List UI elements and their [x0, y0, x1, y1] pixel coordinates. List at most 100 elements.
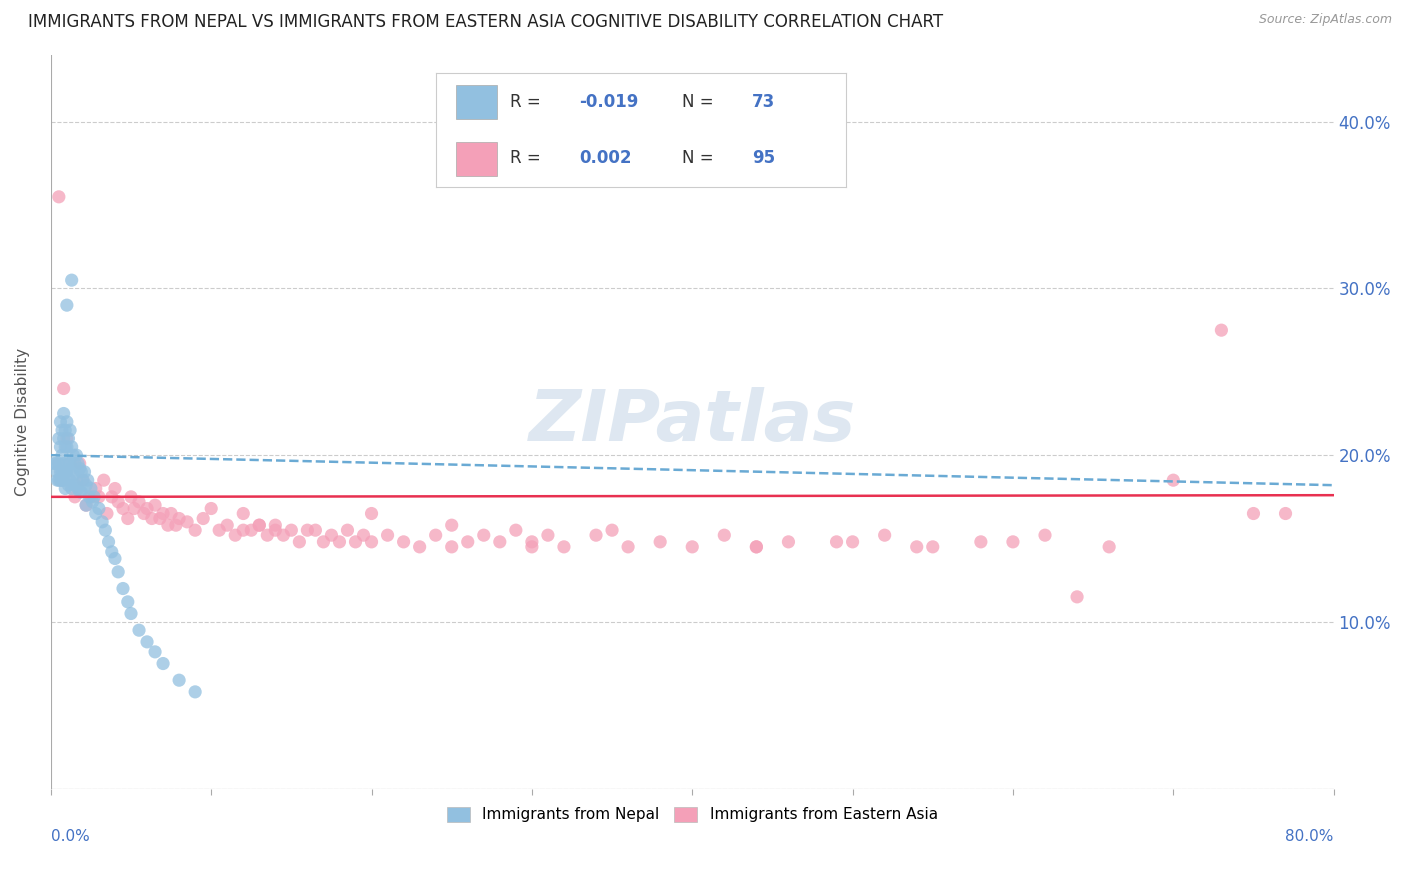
Point: [520, 534, 543, 549]
Point: [247, 518, 270, 533]
Point: [45, 457, 67, 471]
Point: [107, 565, 129, 579]
Point: [328, 534, 350, 549]
Point: [344, 534, 367, 549]
Point: [76, 473, 98, 487]
Point: [970, 534, 993, 549]
Point: [58, 432, 80, 446]
Point: [136, 501, 159, 516]
Point: [83, 490, 105, 504]
Point: [841, 534, 863, 549]
Point: [200, 501, 222, 516]
Text: Source: ZipAtlas.com: Source: ZipAtlas.com: [1258, 13, 1392, 27]
Point: [51, 448, 73, 462]
Point: [191, 511, 214, 525]
Point: [247, 518, 270, 533]
Point: [48, 432, 70, 446]
Point: [280, 523, 302, 537]
Point: [60, 482, 83, 496]
Point: [232, 507, 254, 521]
Point: [288, 534, 311, 549]
Point: [84, 507, 107, 521]
Point: [79, 490, 101, 504]
Point: [69, 461, 91, 475]
Point: [184, 685, 207, 699]
Point: [56, 298, 79, 312]
Point: [440, 518, 463, 533]
Point: [152, 507, 174, 521]
Point: [256, 528, 278, 542]
Point: [408, 540, 430, 554]
Point: [100, 490, 122, 504]
Point: [232, 523, 254, 537]
Text: IMMIGRANTS FROM NEPAL VS IMMIGRANTS FROM EASTERN ASIA COGNITIVE DISABILITY CORRE: IMMIGRANTS FROM NEPAL VS IMMIGRANTS FROM…: [28, 13, 943, 31]
Point: [353, 528, 375, 542]
Point: [825, 534, 848, 549]
Point: [46, 465, 69, 479]
Point: [165, 518, 187, 533]
Point: [104, 482, 127, 496]
Point: [72, 473, 94, 487]
Point: [49, 473, 72, 487]
Point: [681, 540, 703, 554]
Point: [53, 423, 76, 437]
Point: [56, 415, 79, 429]
Point: [59, 473, 82, 487]
Point: [240, 523, 263, 537]
Point: [52, 432, 75, 446]
Point: [273, 528, 295, 542]
Point: [360, 534, 382, 549]
Point: [97, 534, 120, 549]
Point: [167, 673, 190, 688]
Point: [52, 473, 75, 487]
Point: [63, 478, 86, 492]
Point: [440, 540, 463, 554]
Point: [304, 523, 326, 537]
Point: [56, 465, 79, 479]
Point: [70, 465, 93, 479]
Point: [136, 635, 159, 649]
Point: [264, 518, 287, 533]
Point: [52, 457, 75, 471]
Point: [392, 534, 415, 549]
Point: [600, 523, 623, 537]
Point: [1066, 590, 1088, 604]
Point: [141, 511, 163, 525]
Point: [42, 457, 65, 471]
Point: [93, 473, 115, 487]
Point: [56, 440, 79, 454]
Point: [224, 528, 246, 542]
Point: [167, 511, 190, 525]
Point: [1211, 323, 1233, 337]
Point: [120, 490, 142, 504]
Point: [56, 432, 79, 446]
Point: [49, 415, 72, 429]
Point: [1161, 473, 1184, 487]
Point: [553, 540, 575, 554]
Point: [1243, 507, 1265, 521]
Point: [152, 657, 174, 671]
Point: [96, 507, 118, 521]
Point: [53, 440, 76, 454]
Point: [617, 540, 640, 554]
Point: [264, 523, 287, 537]
Point: [65, 473, 87, 487]
Point: [63, 490, 86, 504]
Point: [377, 528, 399, 542]
Point: [217, 518, 239, 533]
Point: [312, 534, 335, 549]
Point: [472, 528, 495, 542]
Point: [873, 528, 896, 542]
Point: [100, 545, 122, 559]
Text: ZIPatlas: ZIPatlas: [529, 387, 856, 457]
Point: [94, 523, 117, 537]
Point: [149, 511, 172, 525]
Point: [51, 423, 73, 437]
Point: [921, 540, 943, 554]
Point: [58, 478, 80, 492]
Point: [321, 528, 343, 542]
Point: [336, 523, 359, 537]
Point: [713, 528, 735, 542]
Point: [537, 528, 560, 542]
Point: [63, 457, 86, 471]
